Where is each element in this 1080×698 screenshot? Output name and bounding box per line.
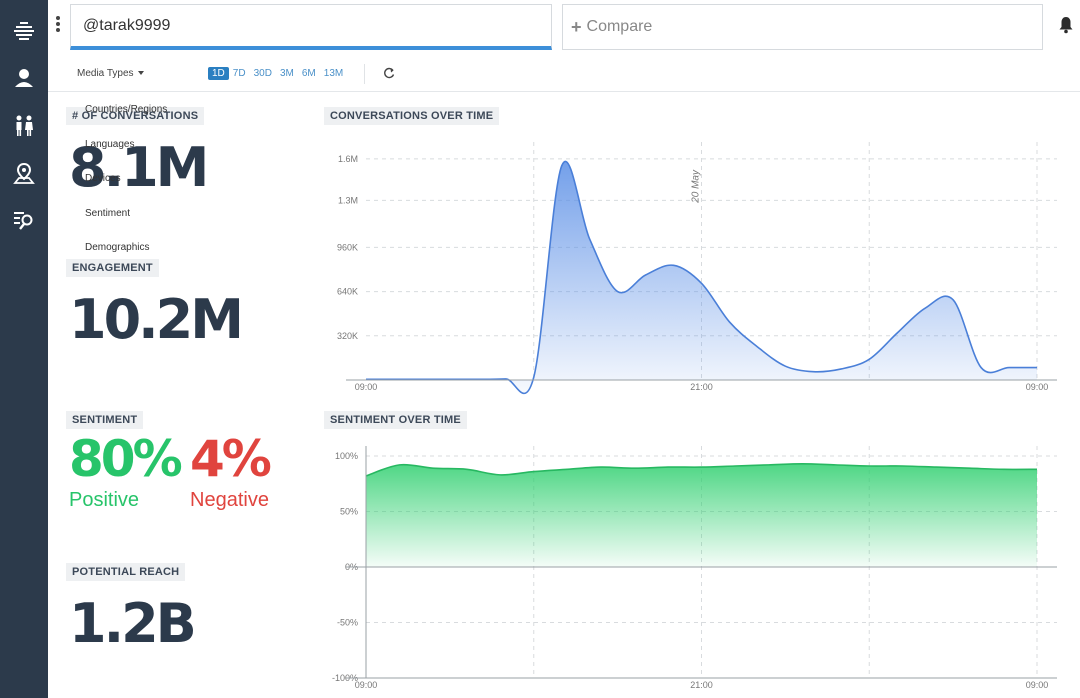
series-area xyxy=(366,161,1037,394)
engagement-label: ENGAGEMENT xyxy=(66,259,159,277)
positive-value: 80% xyxy=(69,430,183,488)
menu-item-sentiment[interactable]: Sentiment xyxy=(85,207,131,219)
conversations-label: # OF CONVERSATIONS xyxy=(66,107,205,125)
time-range-selector: 1D 7D 30D 3M 6M 13M xyxy=(208,67,347,80)
menu-item-demographics[interactable]: Demographics xyxy=(85,242,150,253)
x-tick-label: 09:00 xyxy=(355,382,378,392)
x-tick-label: 09:00 xyxy=(1026,382,1049,392)
filter-bar: Media Types 1D 7D 30D 3M 6M 13M xyxy=(48,62,1080,88)
sentiment-label: SENTIMENT xyxy=(66,411,144,429)
search-input[interactable] xyxy=(71,5,551,46)
plus-icon: + xyxy=(571,16,582,37)
y-tick-label: 100% xyxy=(335,451,358,461)
negative-label: Negative xyxy=(190,489,269,511)
range-3m[interactable]: 3M xyxy=(279,68,294,79)
y-tick-label: -100% xyxy=(332,673,358,683)
y-tick-label: 1.6M xyxy=(338,154,358,164)
y-tick-label: 960K xyxy=(337,242,358,252)
search-box[interactable] xyxy=(70,4,552,50)
filter-divider xyxy=(364,64,365,84)
media-types-dropdown[interactable]: Media Types xyxy=(77,68,144,79)
conversations-value: 8.1M xyxy=(69,136,209,199)
menu-item-devices[interactable]: Devices xyxy=(85,173,121,184)
conversations-chart: 320K 640K 960K 1.3M 1.6M 09:00 21:00 09:00 20 Ma… xyxy=(337,142,1057,394)
x-tick-label: 09:00 xyxy=(355,680,378,690)
series-line xyxy=(365,462,1038,477)
kebab-menu-icon[interactable] xyxy=(55,16,61,34)
compare-label: Compare xyxy=(586,18,653,35)
range-30d[interactable]: 30D xyxy=(253,68,272,79)
media-types-label: Media Types xyxy=(77,68,134,79)
x-tick-label: 21:00 xyxy=(690,382,713,392)
y-tick-label: 1.3M xyxy=(338,195,358,205)
reach-label: POTENTIAL REACH xyxy=(66,563,186,581)
conversations-chart-title: CONVERSATIONS OVER TIME xyxy=(324,107,500,125)
range-1d[interactable]: 1D xyxy=(208,67,229,80)
bell-icon[interactable] xyxy=(1058,16,1074,34)
user-icon[interactable] xyxy=(12,66,36,90)
sentiment-chart: 100%50%0%-50%-100%09:00 21:00 09:00 xyxy=(332,446,1057,690)
sidebar xyxy=(0,0,48,698)
menu-item-countries[interactable]: Countries/Regions xyxy=(85,104,168,115)
menu-item-languages[interactable]: Languages xyxy=(85,138,135,150)
media-types-menu: Countries/Regions Languages Devices Sent… xyxy=(85,100,167,273)
people-icon[interactable] xyxy=(12,114,36,138)
series-area xyxy=(366,463,1037,567)
x-tick-label: 21:00 xyxy=(690,680,713,690)
date-annotation: 20 May xyxy=(691,169,702,204)
map-pin-icon[interactable] xyxy=(12,162,36,186)
range-7d[interactable]: 7D xyxy=(232,68,246,79)
y-tick-label: -50% xyxy=(337,618,358,628)
range-13m[interactable]: 13M xyxy=(323,68,344,79)
list-search-icon[interactable] xyxy=(12,208,36,232)
range-6m[interactable]: 6M xyxy=(301,68,316,79)
engagement-value: 10.2M xyxy=(69,288,244,351)
positive-label: Positive xyxy=(69,489,140,511)
caret-down-icon xyxy=(137,71,144,76)
stack-icon[interactable] xyxy=(12,20,36,44)
compare-button[interactable]: + Compare xyxy=(562,4,1043,50)
y-tick-label: 50% xyxy=(340,507,358,517)
refresh-icon[interactable] xyxy=(383,67,395,79)
y-tick-label: 320K xyxy=(337,331,358,341)
series-line xyxy=(366,160,1037,394)
y-tick-label: 640K xyxy=(337,287,358,297)
negative-value: 4% xyxy=(190,430,272,488)
sentiment-chart-title: SENTIMENT OVER TIME xyxy=(324,411,467,429)
reach-value: 1.2B xyxy=(69,592,197,655)
x-tick-label: 09:00 xyxy=(1026,680,1049,690)
